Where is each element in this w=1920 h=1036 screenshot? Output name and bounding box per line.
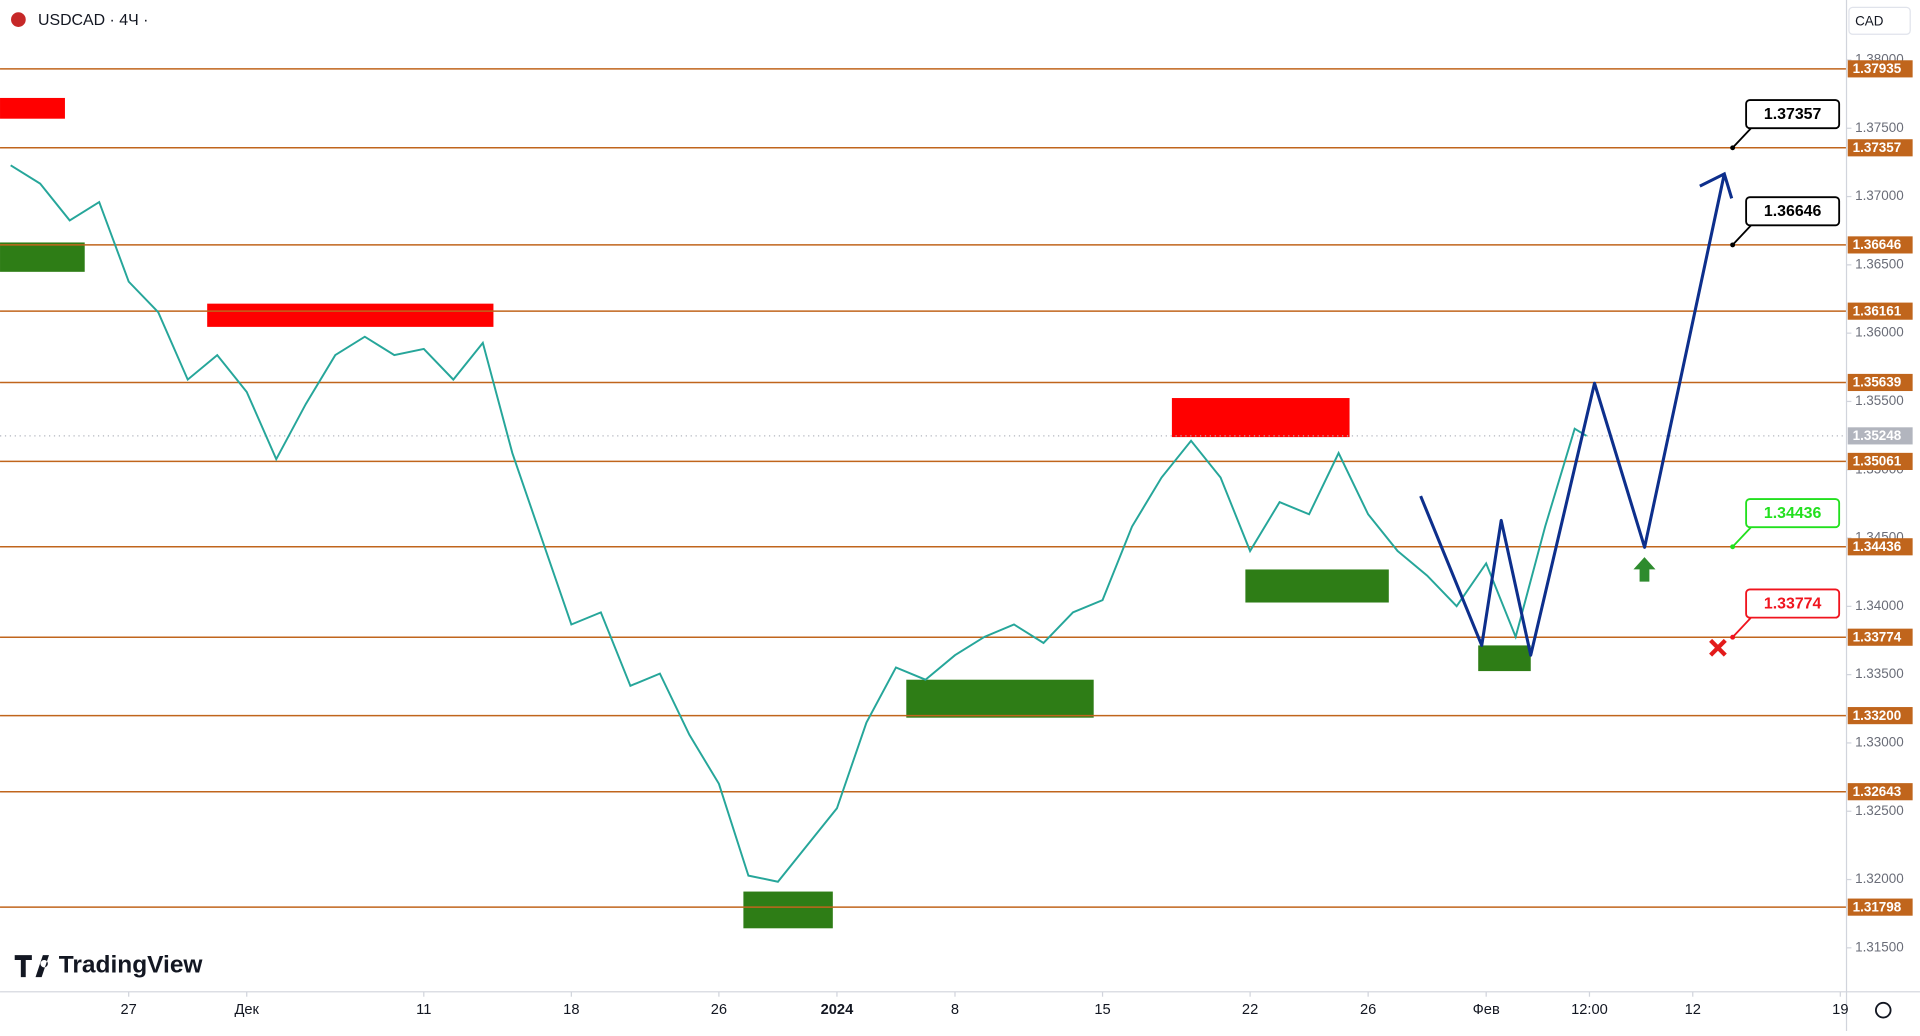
- x-tick-label: 22: [1242, 1002, 1258, 1018]
- y-tick-label: 1.32000: [1855, 871, 1904, 886]
- callout-label: 1.36646: [1764, 203, 1822, 220]
- projection-arrowhead: [1699, 171, 1734, 199]
- callout-pointer: [1731, 127, 1752, 149]
- projection-path: [1419, 173, 1726, 657]
- x-tick-label: 26: [711, 1002, 727, 1018]
- level-label-bg: [1847, 302, 1913, 320]
- plot-area: [0, 68, 1847, 929]
- callout-anchor: [1730, 145, 1736, 151]
- callout-anchor: [1730, 544, 1736, 550]
- callout-anchor: [1730, 634, 1736, 640]
- currency-button[interactable]: [1848, 6, 1911, 35]
- y-tick-label: 1.32500: [1855, 803, 1904, 818]
- level-label: 1.36646: [1853, 237, 1902, 252]
- x-tick-label: 18: [563, 1002, 579, 1018]
- x-tick-label: 26: [1360, 1002, 1376, 1018]
- chart-title: USDCAD · 4Ч ·: [38, 12, 148, 29]
- level-label-bg: [1847, 373, 1913, 392]
- y-tick-label: 1.33000: [1855, 735, 1904, 750]
- level-label-bg: [1847, 898, 1913, 916]
- callout-box: [1745, 498, 1841, 529]
- callout-label: 1.37357: [1764, 106, 1822, 123]
- settings-button[interactable]: [1874, 1001, 1892, 1019]
- callout-label: 1.34436: [1764, 505, 1822, 522]
- level-label: 1.35639: [1853, 375, 1902, 390]
- y-tick-label: 1.33500: [1855, 666, 1904, 681]
- level-label-bg: [1847, 783, 1913, 801]
- x-tick-label: 15: [1094, 1002, 1110, 1018]
- level-label: 1.34436: [1853, 539, 1902, 554]
- callout-box: [1745, 196, 1841, 227]
- callout-box: [1745, 99, 1841, 130]
- x-tick-label: 2024: [821, 1002, 855, 1018]
- level-label: 1.33774: [1853, 629, 1902, 644]
- level-label-bg: [1847, 236, 1913, 254]
- last-price-bg: [1847, 427, 1913, 445]
- callout-pointer: [1731, 616, 1752, 638]
- level-label: 1.35061: [1853, 454, 1902, 469]
- zone: [1171, 398, 1350, 438]
- zone: [1478, 645, 1531, 672]
- x-tick-label: Фев: [1473, 1002, 1500, 1018]
- callout-box: [1745, 588, 1841, 619]
- y-tick-label: 1.37500: [1855, 120, 1904, 135]
- level-label: 1.36161: [1853, 303, 1902, 318]
- zone: [906, 679, 1094, 718]
- up-arrow: [1633, 557, 1656, 582]
- level-label: 1.37357: [1853, 140, 1902, 155]
- callout-anchor: [1730, 242, 1736, 248]
- flag-icon: [11, 12, 26, 27]
- level-label: 1.32643: [1853, 784, 1902, 799]
- price-line: [10, 164, 1588, 883]
- x-tick-label: 12:00: [1571, 1002, 1608, 1018]
- level-label-bg: [1847, 628, 1913, 646]
- y-tick-label: 1.36500: [1855, 256, 1904, 271]
- symbol-header[interactable]: USDCAD · 4Ч ·: [11, 12, 148, 29]
- level-label-bg: [1847, 538, 1913, 556]
- cross-mark: [1709, 638, 1727, 657]
- watermark: TradingView: [59, 952, 204, 979]
- currency: CAD: [1855, 14, 1884, 29]
- level-label-bg: [1847, 452, 1913, 470]
- logo: TradingView: [14, 952, 204, 979]
- level-label: 1.33200: [1853, 708, 1902, 723]
- zone: [0, 242, 85, 272]
- y-tick-label: 1.34000: [1855, 598, 1904, 613]
- y-tick-label: 1.31500: [1855, 939, 1904, 954]
- x-tick-label: 8: [951, 1002, 959, 1018]
- zone: [207, 303, 494, 327]
- level-label-bg: [1847, 707, 1913, 725]
- level-label-bg: [1847, 60, 1913, 78]
- zone: [0, 97, 65, 119]
- x-tick-label: 19: [1832, 1002, 1848, 1018]
- y-tick-label: 1.36000: [1855, 325, 1904, 340]
- zone: [743, 891, 833, 929]
- callout-label: 1.33774: [1764, 595, 1822, 612]
- x-tick-label: 11: [416, 1002, 431, 1018]
- level-label-bg: [1847, 139, 1913, 157]
- y-tick-label: 1.37000: [1855, 188, 1904, 203]
- x-tick-label: Дек: [234, 1002, 259, 1018]
- callout-pointer: [1731, 526, 1752, 548]
- y-tick-label: 1.35500: [1855, 393, 1904, 408]
- x-tick-label: 12: [1685, 1002, 1701, 1018]
- level-label: 1.31798: [1853, 899, 1902, 914]
- x-tick-label: 27: [121, 1002, 137, 1018]
- callout-pointer: [1731, 224, 1752, 246]
- zone: [1245, 569, 1389, 603]
- level-label: 1.37935: [1853, 61, 1902, 76]
- last-price-label: 1.35248: [1853, 428, 1902, 443]
